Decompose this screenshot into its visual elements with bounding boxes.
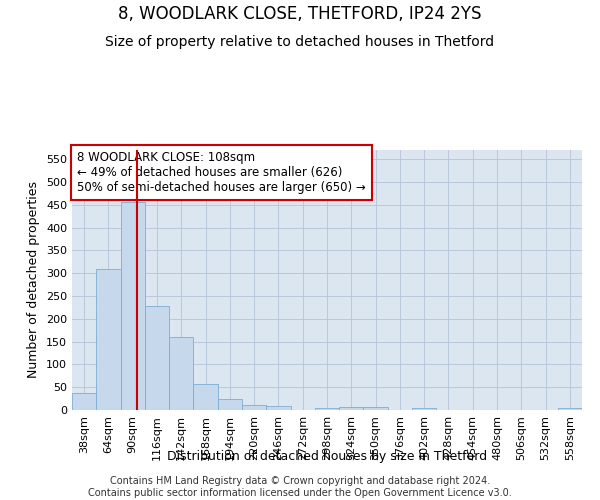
Bar — [242, 406, 266, 410]
Bar — [218, 398, 242, 410]
Text: 8 WOODLARK CLOSE: 108sqm
← 49% of detached houses are smaller (626)
50% of semi-: 8 WOODLARK CLOSE: 108sqm ← 49% of detach… — [77, 152, 366, 194]
Text: Contains HM Land Registry data © Crown copyright and database right 2024.
Contai: Contains HM Land Registry data © Crown c… — [88, 476, 512, 498]
Bar — [412, 408, 436, 410]
Bar — [193, 384, 218, 410]
Bar — [96, 268, 121, 410]
Bar — [558, 408, 582, 410]
Bar — [266, 406, 290, 410]
Bar — [72, 392, 96, 410]
Text: Size of property relative to detached houses in Thetford: Size of property relative to detached ho… — [106, 35, 494, 49]
Bar — [145, 306, 169, 410]
Text: 8, WOODLARK CLOSE, THETFORD, IP24 2YS: 8, WOODLARK CLOSE, THETFORD, IP24 2YS — [118, 5, 482, 23]
Bar — [339, 408, 364, 410]
Bar — [364, 408, 388, 410]
Bar — [169, 337, 193, 410]
Text: Distribution of detached houses by size in Thetford: Distribution of detached houses by size … — [167, 450, 487, 463]
Bar — [121, 202, 145, 410]
Bar — [315, 408, 339, 410]
Y-axis label: Number of detached properties: Number of detached properties — [28, 182, 40, 378]
